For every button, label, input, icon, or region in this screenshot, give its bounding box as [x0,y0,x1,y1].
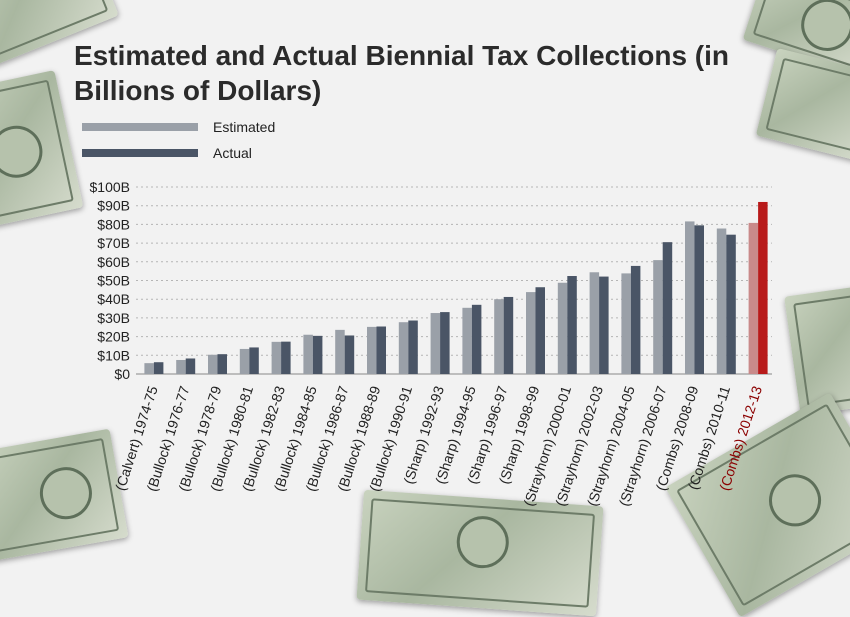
bar-estimated [398,322,409,374]
bar-actual [281,341,291,374]
bar-actual [344,335,355,374]
bar-actual [503,296,514,374]
bar-estimated [430,313,441,374]
bar-actual [376,326,386,374]
bar-estimated [748,222,759,374]
chart-title: Estimated and Actual Biennial Tax Collec… [74,40,730,106]
legend-swatch-actual [82,149,198,157]
bar-actual [185,358,196,374]
bar-actual [630,265,641,374]
bar-actual [217,354,227,374]
bar-actual [567,276,577,374]
legend-swatch-estimated [82,123,198,131]
y-tick-label: $0 [114,366,130,382]
bar-estimated [526,292,536,374]
bar-estimated [367,326,377,374]
y-tick-label: $50B [97,273,130,289]
bar-chart: $0 $10B $20B $30B $40B $50B $60B $70B $80B $90B $1… [90,179,772,508]
y-tick-label: $40B [97,291,130,307]
legend-label-actual: Actual [213,145,252,161]
bar-estimated [208,354,218,374]
bar-estimated [621,273,631,374]
y-tick-label: $100B [90,179,130,195]
bar-estimated [462,307,472,374]
y-tick-label: $70B [97,235,130,251]
bar-estimated [494,299,504,374]
bar-actual [153,362,164,374]
y-tick-label: $80B [97,216,130,232]
legend-label-estimated: Estimated [213,119,276,135]
bar-estimated [271,341,282,374]
bar-actual [726,234,736,374]
y-tick-label: $30B [97,310,130,326]
bar-estimated [685,221,695,374]
bar-estimated [176,359,186,374]
bar-estimated [557,282,568,374]
bar-estimated [716,228,727,374]
bar-actual [471,304,482,374]
y-tick-label: $10B [97,347,130,363]
bar-actual [694,225,704,374]
bar-estimated [303,334,313,374]
bar-actual [249,347,259,374]
bar-actual [662,242,673,374]
y-tick-label: $60B [97,254,130,270]
y-tick-label: $90B [97,198,130,214]
bar-estimated [653,260,663,374]
y-tick-label: $20B [97,329,130,345]
bar-actual [440,312,450,374]
bar-estimated [589,272,600,374]
bar-actual [535,287,545,374]
bar-actual [599,276,609,374]
bar-actual [408,320,418,374]
bar-actual [312,335,323,374]
bar-estimated [144,363,154,374]
bar-actual [758,201,768,374]
bar-estimated [239,348,250,374]
bar-estimated [335,329,345,374]
